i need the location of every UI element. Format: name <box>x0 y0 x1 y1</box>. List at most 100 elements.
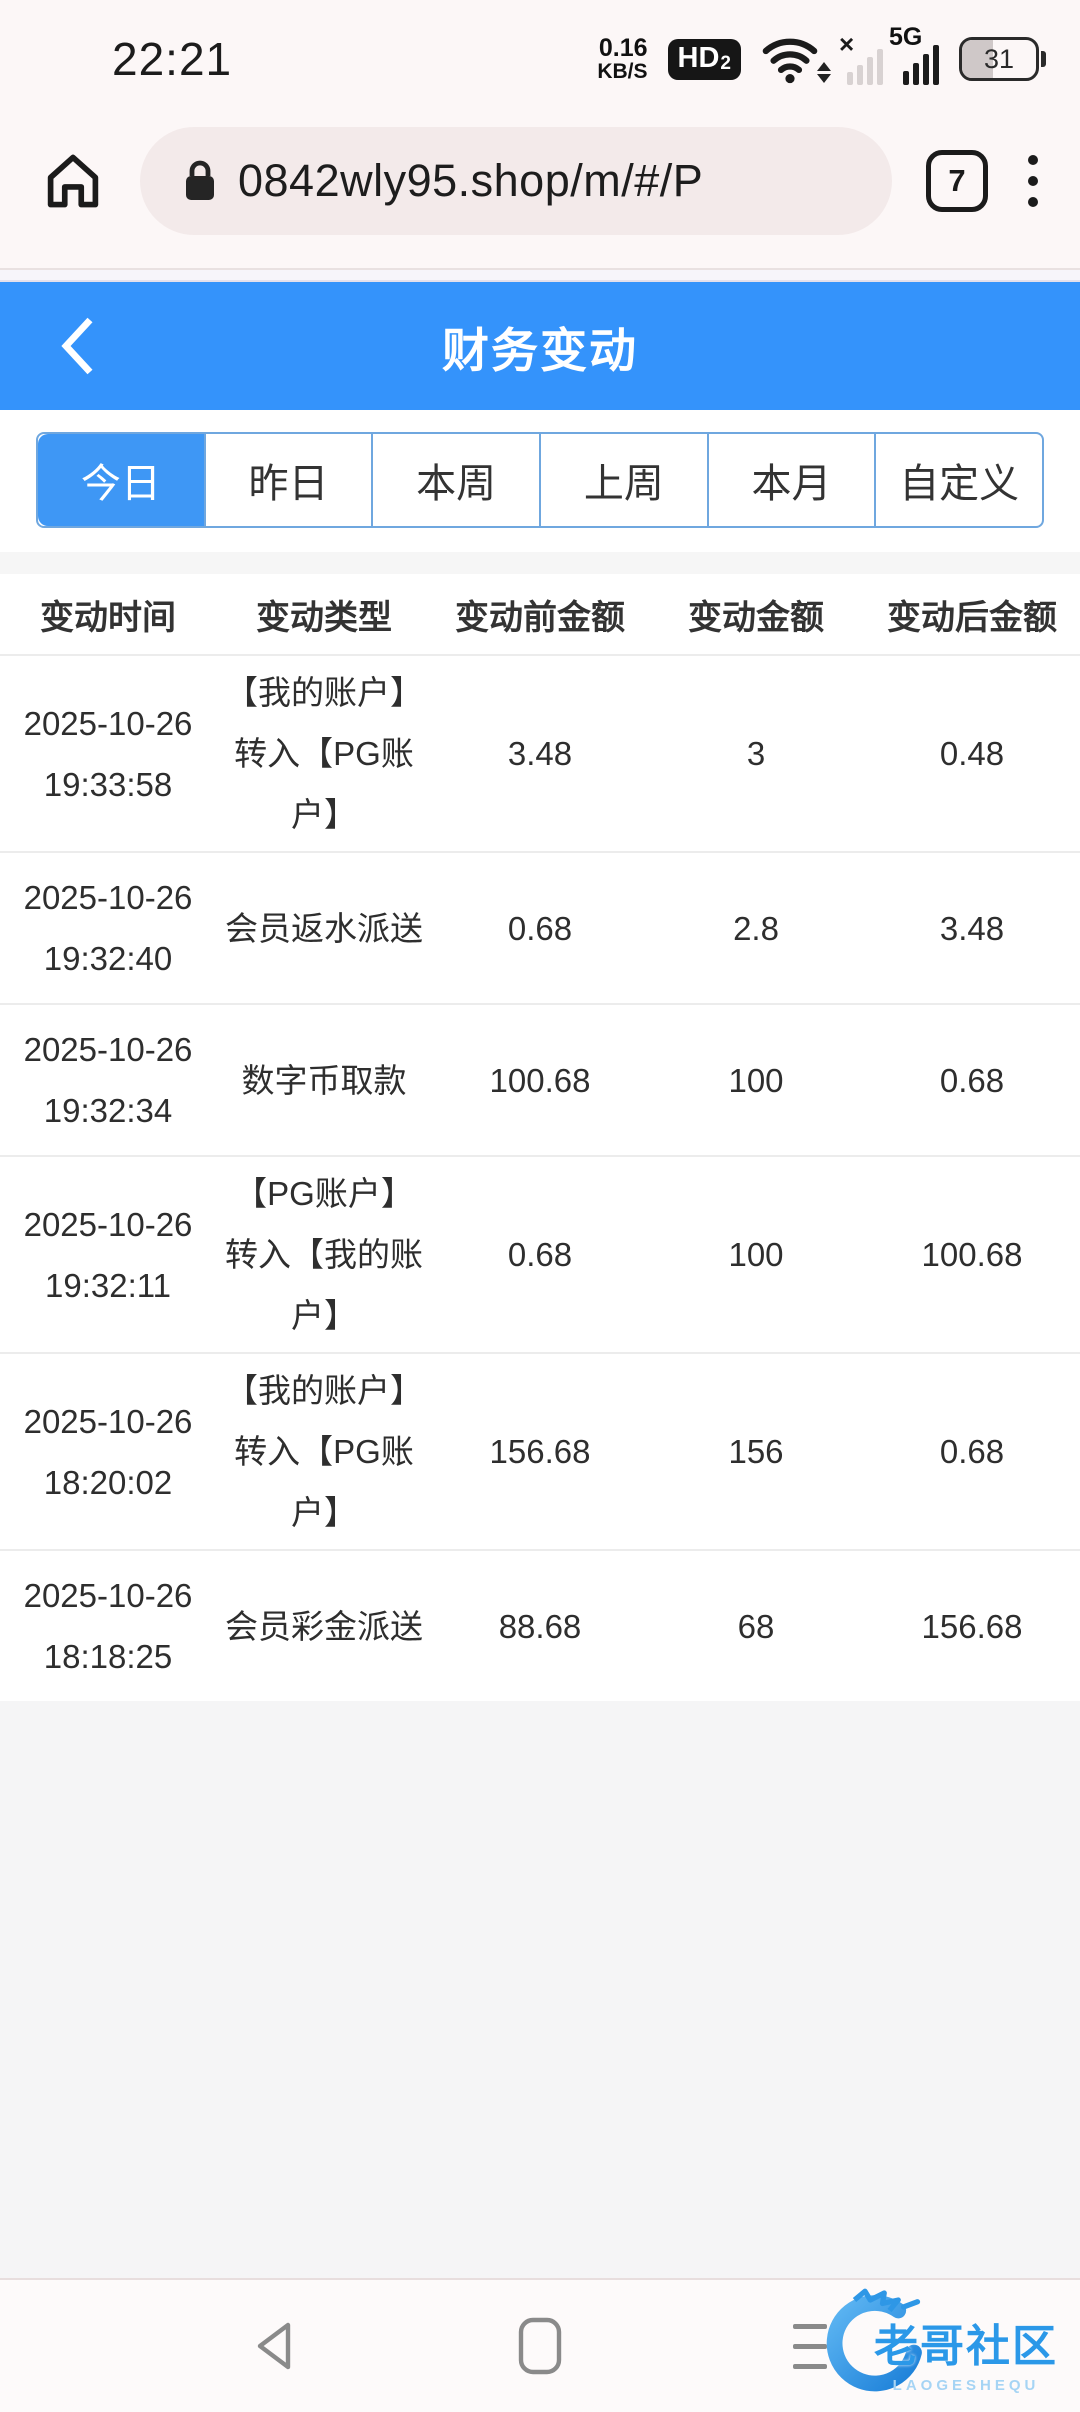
cell-before-amount: 88.68 <box>498 1607 582 1645</box>
sim2-signal-icon: 5G <box>889 25 939 85</box>
watermark-cn-text: 老哥社区 <box>874 2322 1058 2371</box>
network-speed: 0.16 KB/S <box>597 33 648 84</box>
cell-change-amount: 100 <box>728 1236 784 1273</box>
col-before-amount: 变动前金额 <box>455 598 625 637</box>
url-text: 0842wly95.shop/m/#/P <box>238 155 704 206</box>
cell-change-amount: 68 <box>737 1607 775 1645</box>
col-change-time: 变动时间 <box>40 598 176 637</box>
nav-menu-button[interactable] <box>775 2280 845 2412</box>
table-row: 2025-10-26 19:32:11 【PG账户】转入【我的账户】 0.68 … <box>0 1155 1080 1352</box>
home-icon <box>47 154 99 208</box>
status-time: 22:21 <box>112 33 233 85</box>
filter-tab[interactable]: 上周 <box>539 434 707 526</box>
change-clock: 19:32:34 <box>43 1092 173 1129</box>
filter-tab[interactable]: 本周 <box>371 434 539 526</box>
change-date: 2025-10-26 <box>23 1402 193 1440</box>
table-row: 2025-10-26 18:18:25 会员彩金派送 88.68 68 156.… <box>0 1549 1080 1701</box>
cell-after-amount: 156.68 <box>921 1607 1023 1645</box>
cell-after-amount: 100.68 <box>921 1236 1023 1273</box>
cell-after-amount: 0.48 <box>939 735 1005 772</box>
cell-change-time: 2025-10-26 19:32:34 <box>0 1019 216 1141</box>
browser-home-button[interactable] <box>40 148 106 214</box>
cell-change-amount: 2.8 <box>733 909 779 947</box>
status-bar: 22:21 0.16 KB/S HD 2 × 5G <box>0 0 1080 104</box>
android-nav-bar: 老哥社区 LAOGESHEQU <box>0 2278 1080 2412</box>
cell-change-time: 2025-10-26 19:33:58 <box>0 693 216 815</box>
change-date: 2025-10-26 <box>23 704 193 742</box>
battery-icon: 31 <box>959 37 1046 81</box>
empty-content-area <box>0 1701 1080 2278</box>
cell-change-type: 【我的账户】转入【PG账户】 <box>216 662 432 845</box>
transactions-table: 2025-10-26 19:33:58 【我的账户】转入【PG账户】 3.48 … <box>0 654 1080 1701</box>
watermark-logo: 老哥社区 LAOGESHEQU <box>816 2280 1068 2408</box>
cell-change-type: 会员返水派送 <box>216 898 432 959</box>
cell-before-amount: 156.68 <box>489 1433 591 1470</box>
cell-change-type: 【我的账户】转入【PG账户】 <box>216 1360 432 1543</box>
filter-tab[interactable]: 本月 <box>706 434 875 526</box>
cell-change-time: 2025-10-26 19:32:11 <box>0 1194 216 1316</box>
change-clock: 18:18:25 <box>43 1638 173 1675</box>
cell-after-amount: 0.68 <box>939 1061 1005 1099</box>
filter-tab[interactable]: 自定义 <box>874 434 1042 526</box>
cell-change-type: 【PG账户】转入【我的账户】 <box>216 1163 432 1346</box>
filter-tab-label: 自定义 <box>899 462 1020 506</box>
cell-change-time: 2025-10-26 18:20:02 <box>0 1391 216 1513</box>
back-button[interactable] <box>46 282 108 410</box>
tab-count: 7 <box>948 163 966 198</box>
cell-after-amount: 0.68 <box>939 1433 1005 1470</box>
change-type-text: 会员返水派送 <box>225 909 423 947</box>
filter-tab-label: 本月 <box>751 462 832 506</box>
change-type-text: 【PG账户】转入【我的账户】 <box>225 1175 423 1334</box>
change-date: 2025-10-26 <box>23 1205 193 1243</box>
nav-back-button[interactable] <box>222 2280 322 2412</box>
browser-toolbar: 0842wly95.shop/m/#/P 7 <box>0 104 1080 268</box>
sim1-signal-icon: × <box>839 31 883 85</box>
cell-change-amount: 100 <box>728 1061 784 1099</box>
change-type-text: 【我的账户】转入【PG账户】 <box>225 1372 423 1531</box>
filter-tab-label: 今日 <box>80 462 161 506</box>
status-icons: 0.16 KB/S HD 2 × 5G <box>597 25 1046 85</box>
change-type-text: 数字币取款 <box>241 1061 407 1099</box>
table-header: 变动时间 变动类型 变动前金额 变动金额 变动后金额 <box>0 574 1080 654</box>
cell-change-time: 2025-10-26 19:32:40 <box>0 867 216 989</box>
change-clock: 19:32:40 <box>43 940 173 977</box>
filter-tabs: 今日 昨日 本周 上周 本月 自定义 <box>36 432 1044 528</box>
section-divider <box>0 552 1080 574</box>
dragon-logo-icon <box>826 2288 922 2392</box>
tab-switcher-button[interactable]: 7 <box>926 150 988 212</box>
change-type-text: 会员彩金派送 <box>225 1607 423 1645</box>
filter-tab-label: 本周 <box>416 462 497 506</box>
cell-after-amount: 3.48 <box>939 909 1005 947</box>
nav-home-button[interactable] <box>490 2280 590 2412</box>
cell-before-amount: 100.68 <box>489 1061 591 1099</box>
col-change-type: 变动类型 <box>256 598 392 637</box>
table-row: 2025-10-26 19:32:34 数字币取款 100.68 100 0.6… <box>0 1003 1080 1155</box>
wifi-icon <box>761 33 831 85</box>
nav-back-icon <box>257 2322 291 2370</box>
change-clock: 18:20:02 <box>43 1463 173 1501</box>
filter-tab[interactable]: 昨日 <box>203 434 372 526</box>
col-after-amount: 变动后金额 <box>887 598 1057 637</box>
cell-before-amount: 3.48 <box>507 735 573 772</box>
page-top-strip <box>0 268 1080 282</box>
filter-tab-label: 昨日 <box>248 462 329 506</box>
change-date: 2025-10-26 <box>23 1031 193 1068</box>
cell-change-type: 数字币取款 <box>216 1050 432 1111</box>
filter-tab[interactable]: 今日 <box>38 434 204 526</box>
col-change-amount: 变动金额 <box>688 598 824 637</box>
change-clock: 19:32:11 <box>44 1266 171 1304</box>
watermark-en-text: LAOGESHEQU <box>892 2377 1040 2394</box>
filter-tab-label: 上周 <box>583 462 664 506</box>
wifi-traffic-arrows-icon <box>817 62 831 83</box>
table-row: 2025-10-26 19:33:58 【我的账户】转入【PG账户】 3.48 … <box>0 654 1080 851</box>
hd-voice-icon: HD 2 <box>667 38 741 80</box>
cell-before-amount: 0.68 <box>507 1236 573 1273</box>
nav-menu-icon <box>793 2323 827 2369</box>
change-clock: 19:33:58 <box>43 765 173 803</box>
nav-home-icon <box>518 2317 562 2375</box>
browser-menu-button[interactable] <box>1022 149 1044 213</box>
address-bar[interactable]: 0842wly95.shop/m/#/P <box>140 127 892 235</box>
cell-before-amount: 0.68 <box>507 909 573 947</box>
battery-level: 31 <box>983 43 1015 74</box>
chevron-left-icon <box>61 317 93 375</box>
